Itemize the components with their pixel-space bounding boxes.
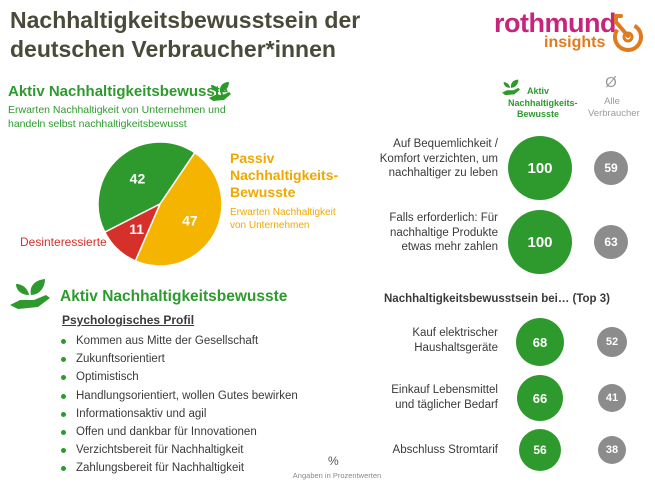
logo-rothmund: rothmund	[494, 8, 616, 38]
pie-slice-aktiv	[97, 141, 196, 234]
column-header-alle: Alle Verbraucher	[588, 96, 640, 119]
bullet-icon	[61, 339, 66, 344]
aktiv-heading: Aktiv Nachhaltigkeitsbewusste	[8, 83, 229, 100]
list-item: Zukunftsorientiert	[60, 350, 298, 368]
section-title-top3: Nachhaltigkeitsbewusstsein bei… (Top 3)	[384, 293, 610, 305]
value-circle-aktiv: 100	[508, 210, 572, 274]
logo-insights: insights	[544, 34, 606, 51]
bullet-icon	[61, 375, 66, 381]
pie-value-label: 11	[129, 221, 144, 237]
value-circle-alle: 41	[598, 384, 626, 412]
column-header-aktiv: Aktiv Nachhaltigkeits-Bewusste	[508, 86, 578, 119]
list-item: Zahlungsbereit für Nachhaltigkeit	[60, 459, 298, 477]
value-circle-aktiv: 56	[519, 429, 561, 471]
list-item: Verzichtsbereit für Nachhaltigkeit	[60, 441, 298, 459]
unit-note: Angaben in Prozentwerten	[292, 471, 382, 480]
pie-value-label: 42	[130, 170, 146, 186]
segment-pie-chart: 42 47 11	[97, 141, 223, 267]
value-circle-aktiv: 100	[508, 136, 572, 200]
row-label-lebensmittel: Einkauf Lebensmittel und täglicher Bedar…	[391, 384, 498, 411]
bullet-icon	[61, 466, 66, 472]
list-item: Offen und dankbar für Innovationen	[60, 423, 298, 441]
value-circle-aktiv: 66	[517, 375, 563, 421]
logo-mark-icon	[613, 14, 643, 52]
value-circle-alle: 52	[597, 327, 627, 357]
passiv-description: Erwarten Nachhaltigkeit von Unternehmen	[230, 207, 336, 231]
aktiv-description: Erwarten Nachhaltigkeit von Unternehmen …	[8, 104, 226, 130]
bullet-icon	[61, 411, 66, 417]
row-label-mehr-zahlen: Falls erforderlich: Für nachhaltige Prod…	[389, 212, 498, 253]
leaf-hand-icon	[209, 82, 231, 101]
unit-symbol: %	[328, 454, 339, 468]
leaf-hand-icon-large	[10, 279, 50, 309]
value-circle-alle: 59	[594, 151, 628, 185]
profile-heading: Aktiv Nachhaltigkeitsbewusste	[60, 288, 288, 305]
pie-slice-desinteressierte	[103, 202, 162, 262]
profile-subheading: Psychologisches Profil	[62, 313, 195, 327]
value-circle-alle: 38	[598, 436, 626, 464]
page-title: Nachhaltigkeitsbewusstsein der deutschen…	[10, 7, 361, 62]
bullet-icon	[61, 357, 66, 363]
bullet-icon	[61, 430, 66, 436]
list-item: Optimistisch	[60, 368, 298, 386]
profile-list: Kommen aus Mitte der Gesellschaft Zukunf…	[60, 332, 298, 478]
desinteressierte-label: Desinteressierte	[20, 235, 107, 249]
row-label-haushaltsgeraete: Kauf elektrischer Haushaltsgeräte	[412, 327, 498, 354]
pie-value-label: 47	[182, 212, 198, 228]
row-label-stromtarif: Abschluss Stromtarif	[392, 444, 498, 456]
pie-slice-passiv	[134, 151, 223, 267]
bullet-icon	[61, 393, 66, 399]
average-symbol: Ø	[605, 74, 617, 91]
leaf-hand-icon-column	[502, 79, 520, 96]
value-circle-alle: 63	[594, 225, 628, 259]
bullet-icon	[61, 448, 66, 454]
list-item: Handlungsorientiert, wollen Gutes bewirk…	[60, 387, 298, 405]
passiv-heading: Passiv Nachhaltigkeits-Bewusste	[230, 150, 339, 200]
list-item: Kommen aus Mitte der Gesellschaft	[60, 332, 298, 350]
list-item: Informationsaktiv und agil	[60, 405, 298, 423]
row-label-bequemlichkeit: Auf Bequemlichkeit / Komfort verzichten,…	[379, 138, 498, 179]
value-circle-aktiv: 68	[516, 318, 564, 366]
